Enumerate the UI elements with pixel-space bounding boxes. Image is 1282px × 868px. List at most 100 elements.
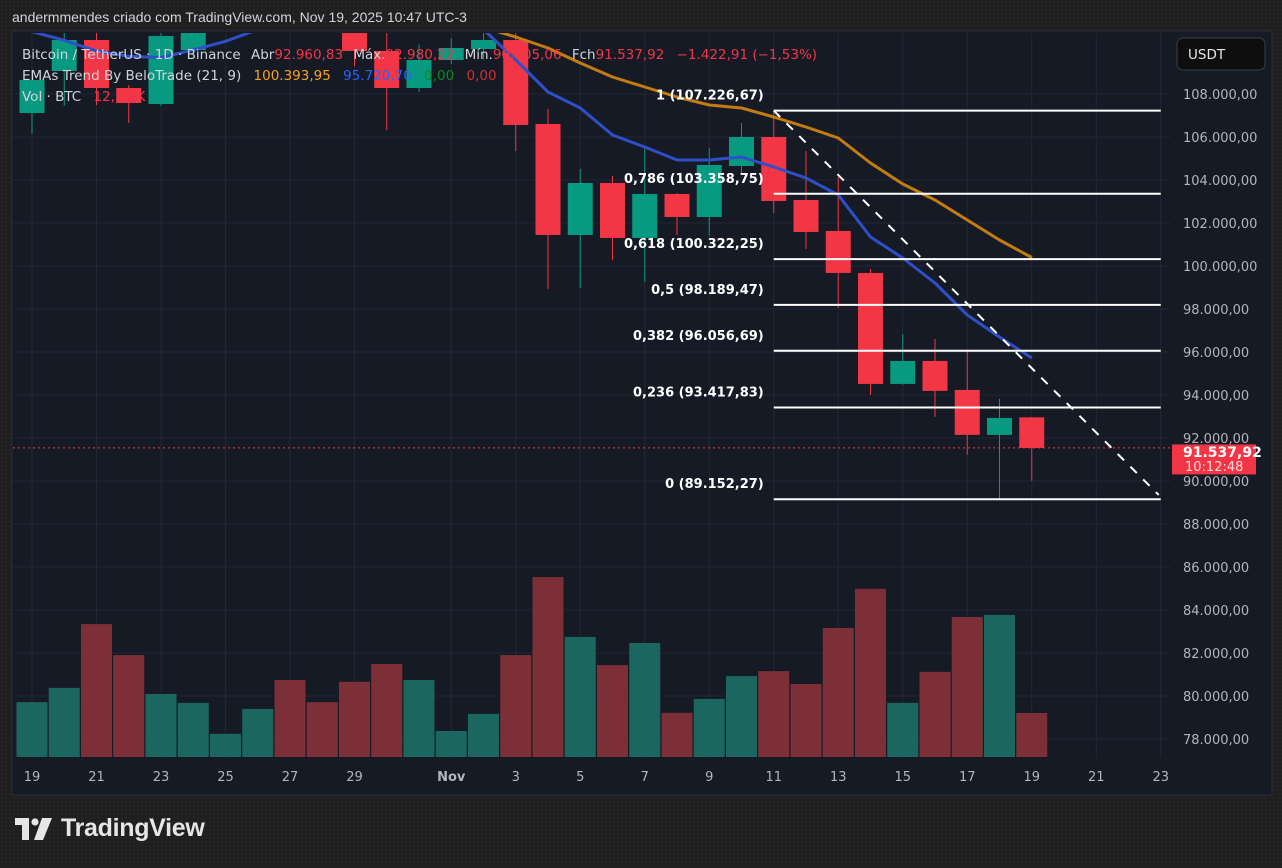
time-tick-label: 19 — [1023, 770, 1040, 785]
tradingview-logo[interactable]: TradingView — [15, 814, 205, 843]
price-tick-label: 90.000,00 — [1183, 475, 1249, 490]
volume-bar — [210, 733, 241, 757]
volume-bar — [919, 671, 951, 757]
volume-bar — [790, 683, 822, 757]
candlesticks — [19, 0, 1045, 500]
fibonacci-retracement[interactable]: 1 (107.226,67) 0,786 (103.358,75) 0,618 (1… — [624, 89, 1161, 501]
candle-body — [825, 230, 851, 273]
price-tick-label: 102.000,00 — [1183, 217, 1257, 232]
volume-label[interactable]: Vol · BTC — [22, 89, 81, 105]
last-price-label: 91.537,92 10:12:48 — [1172, 444, 1262, 475]
volume-bar — [177, 702, 209, 757]
volume-bar — [951, 616, 983, 757]
price-tick-label: 86.000,00 — [1183, 561, 1249, 576]
volume-bar — [48, 687, 80, 757]
volume-bar — [564, 636, 596, 757]
price-tick-label: 78.000,00 — [1183, 733, 1249, 748]
chart-caption: andermmendes criado com TradingView.com,… — [12, 9, 467, 25]
legend-high-label: Máx. — [353, 47, 385, 63]
price-tick-label: 82.000,00 — [1183, 647, 1249, 662]
volume-bar — [726, 676, 757, 757]
volume-bar — [81, 624, 112, 757]
fib-level-label: 0,786 (103.358,75) — [624, 172, 764, 187]
time-tick-label: 9 — [705, 770, 713, 785]
legend-open-label: Abr — [251, 47, 275, 63]
candle-body — [567, 182, 593, 235]
time-tick-label: 7 — [641, 770, 649, 785]
tradingview-logo-text: TradingView — [61, 814, 205, 842]
time-tick-label: 21 — [1088, 770, 1105, 785]
legend: Bitcoin / TetherUS · 1D · Binance Abr92.… — [22, 47, 817, 105]
candle-body — [987, 417, 1012, 435]
time-tick-label: 3 — [512, 770, 520, 785]
price-axis[interactable]: 108.000,00 106.000,00 104.000,00 102.000,00… — [1183, 88, 1257, 748]
volume-bar — [403, 680, 435, 757]
legend-open: 92.960,83 — [274, 47, 343, 63]
volume-bar — [468, 713, 499, 757]
volume-bar — [16, 702, 48, 757]
price-tick-label: 88.000,00 — [1183, 518, 1249, 533]
candle-body — [245, 0, 270, 17]
volume-bar — [1016, 712, 1048, 757]
time-tick-label: 11 — [765, 770, 782, 785]
legend-change: −1.422,91 (−1,53%) — [677, 47, 817, 63]
signal2-value: 0,00 — [467, 68, 497, 84]
price-tick-label: 100.000,00 — [1183, 260, 1257, 275]
svg-text:EMAs Trend By BeloTrade (21, 9: EMAs Trend By BeloTrade (21, 9) 100.393,… — [22, 68, 497, 84]
candle-body — [600, 182, 625, 238]
price-tick-label: 98.000,00 — [1183, 303, 1249, 318]
volume-bar — [532, 577, 564, 757]
currency-button[interactable]: USDT — [1176, 37, 1266, 71]
fib-level-label: 0,618 (100.322,25) — [624, 237, 764, 252]
candle-body — [116, 88, 142, 104]
last-price: 91.537,92 — [1183, 445, 1262, 461]
time-axis[interactable]: 19 21 23 25 27 29 Nov 3 5 7 9 11 13 15 17 19 21 23 — [24, 770, 1169, 785]
volume-bars — [16, 577, 1048, 757]
volume-bar — [371, 664, 403, 757]
price-tick-label: 92.000,00 — [1183, 432, 1249, 447]
volume-bar — [435, 730, 467, 757]
price-tick-label: 96.000,00 — [1183, 346, 1249, 361]
legend-low-label: Mín. — [465, 47, 493, 63]
ema9-value: 95.720,70 — [343, 68, 412, 84]
volume-bar — [145, 693, 177, 757]
time-tick-label: 21 — [88, 770, 105, 785]
candle-body — [793, 199, 819, 232]
price-tick-label: 106.000,00 — [1183, 131, 1257, 146]
time-tick-label: 15 — [894, 770, 911, 785]
fib-level-label: 0 (89.152,27) — [665, 477, 764, 492]
volume-bar — [661, 712, 693, 757]
candle-body — [180, 33, 206, 51]
fib-level-label: 0,236 (93.417,83) — [633, 386, 764, 401]
time-tick-label: 19 — [24, 770, 41, 785]
candle-body — [890, 360, 916, 384]
price-tick-label: 108.000,00 — [1183, 88, 1257, 103]
volume-bar — [339, 681, 370, 757]
time-tick-label: 23 — [1152, 770, 1169, 785]
dashed-trendline — [773, 109, 1160, 496]
candle-body — [19, 80, 45, 114]
tradingview-logo-icon — [15, 817, 52, 840]
indicator-name[interactable]: EMAs Trend By BeloTrade (21, 9) — [22, 68, 241, 84]
time-tick-label: 17 — [959, 770, 976, 785]
time-tick-label: 13 — [830, 770, 847, 785]
candle-body — [213, 17, 238, 26]
time-tick-label: 5 — [576, 770, 584, 785]
volume-value: 12,35 K — [94, 89, 147, 105]
candle-body — [535, 123, 561, 235]
candle-body — [729, 137, 754, 166]
candle-body — [696, 164, 722, 217]
time-tick-label: 27 — [282, 770, 299, 785]
candle-body — [51, 40, 77, 71]
ema-line — [497, 33, 1033, 259]
candle-body — [954, 389, 980, 435]
candle-body — [438, 48, 464, 61]
fib-level-label: 1 (107.226,67) — [656, 89, 764, 104]
svg-text:Vol · BTC 12,35 K: Vol · BTC 12,35 K — [22, 89, 146, 105]
volume-bar — [274, 680, 306, 757]
price-tick-label: 84.000,00 — [1183, 604, 1249, 619]
ema21-value: 100.393,95 — [254, 68, 331, 84]
legend-symbol[interactable]: Bitcoin / TetherUS · 1D · Binance — [22, 47, 241, 63]
volume-bar — [597, 665, 628, 757]
